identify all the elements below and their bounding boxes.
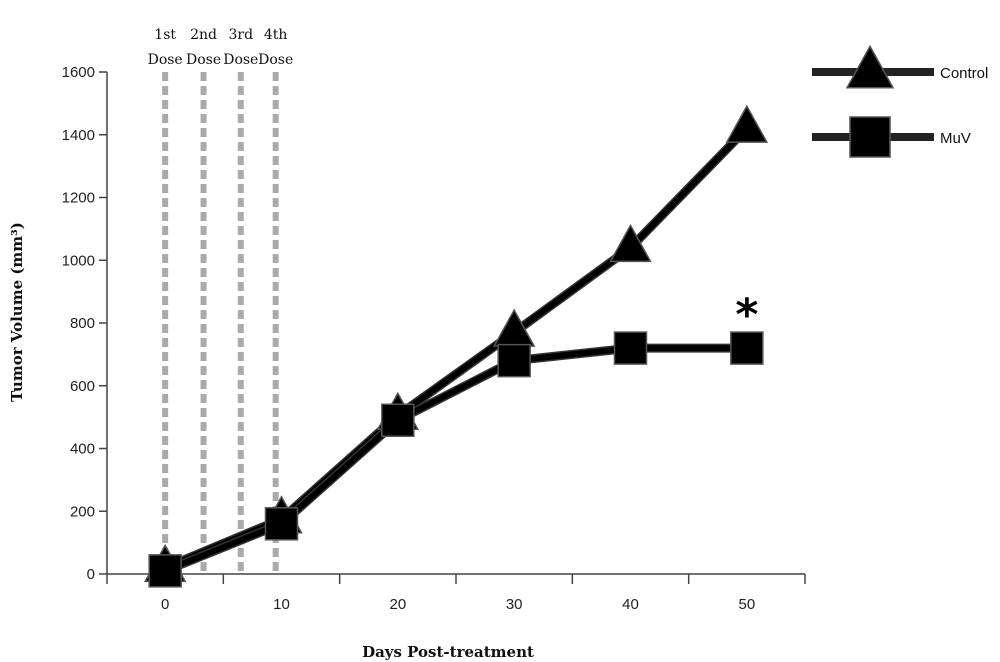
y-tick-label-800: 800 (70, 315, 95, 332)
series-muv-point-10 (264, 507, 299, 541)
series-control-point-30 (492, 308, 536, 347)
y-tick-label-400: 400 (70, 441, 95, 458)
y-tick-label-1200: 1200 (62, 190, 95, 207)
annotation-asterisk: * (735, 289, 758, 340)
x-tick-label-10: 10 (273, 596, 290, 613)
y-axis-title: Tumor Volume (mm³) (8, 222, 26, 402)
series-muv-line (164, 345, 747, 574)
y-tick-label-600: 600 (70, 378, 95, 395)
series-control-point-50 (725, 104, 769, 143)
series-muv-point-20 (381, 403, 415, 438)
x-tick-label-30: 30 (506, 596, 523, 613)
dose-label-3-line2: Dose (223, 52, 258, 68)
dose-label-2-line1: 2nd (190, 27, 217, 43)
legend-muv-label: MuV (940, 130, 971, 147)
legend-control-triangle-icon (845, 44, 895, 89)
x-tick-label-40: 40 (622, 596, 639, 613)
y-tick-label-1400: 1400 (62, 127, 95, 144)
series-control-point-40 (609, 223, 652, 263)
y-tick-label-1000: 1000 (62, 252, 95, 269)
series-muv-point-0 (148, 554, 182, 588)
series-muv-point-30 (497, 343, 531, 378)
x-tick-label-20: 20 (389, 596, 406, 613)
dose-label-3-line1: 3rd (229, 27, 254, 43)
x-tick-label-50: 50 (738, 596, 755, 613)
x-tick-label-0: 0 (161, 596, 169, 613)
dose-label-1-line1: 1st (154, 27, 176, 43)
dose-label-4-line1: 4th (264, 27, 288, 43)
chart-axes: 0 200 400 600 800 1000 1200 1400 1600 0 10 20 30 40 50 (62, 64, 806, 613)
dose-label-2-line2: Dose (186, 52, 221, 68)
legend-control-label: Control (940, 65, 988, 82)
y-tick-label-200: 200 (70, 503, 95, 520)
legend-muv-square-icon (849, 116, 891, 158)
dose-label-4-line2: Dose (258, 52, 293, 68)
y-tick-label-1600: 1600 (62, 64, 95, 81)
x-axis-title: Days Post-treatment (362, 643, 534, 661)
series-muv-point-50 (730, 331, 764, 365)
dose-label-1-line2: Dose (148, 52, 183, 68)
series-muv-point-40 (613, 331, 648, 365)
chart-legend: Control MuV (812, 44, 988, 158)
y-tick-label-0: 0 (87, 566, 95, 583)
chart-series: * (143, 104, 769, 588)
